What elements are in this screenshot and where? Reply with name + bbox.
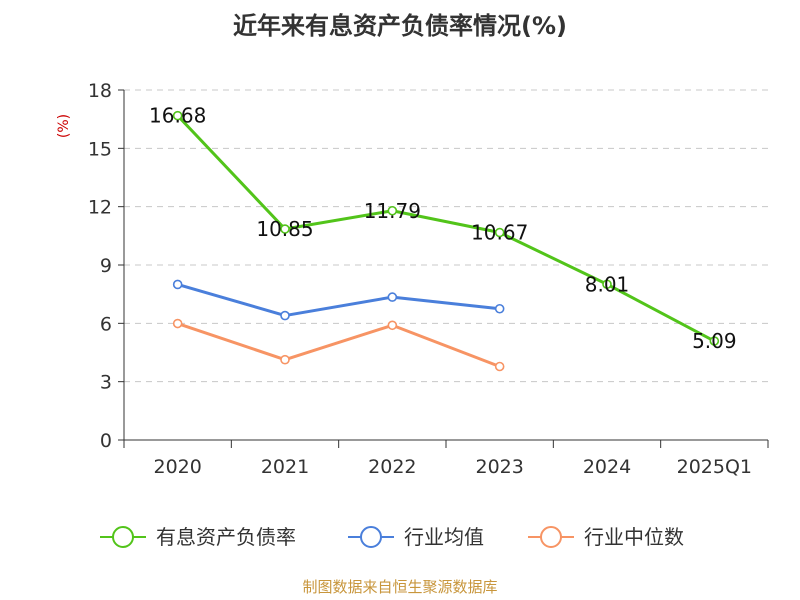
series-line xyxy=(177,283,500,318)
data-point xyxy=(280,310,290,321)
data-label: 10.67 xyxy=(471,221,528,245)
legend-swatch-marker xyxy=(360,526,382,548)
y-tick-label: 0 xyxy=(100,430,112,452)
legend-label: 有息资产负债率 xyxy=(156,525,296,549)
data-label: 16.68 xyxy=(149,104,206,128)
x-tick-label: 2023 xyxy=(475,456,523,478)
data-point xyxy=(280,354,290,365)
data-label: 11.79 xyxy=(364,199,421,223)
y-axis-unit-label: (%) xyxy=(56,114,72,138)
y-tick-label: 15 xyxy=(88,138,112,160)
series-line xyxy=(176,114,716,343)
axes: 0 3 6 9 12 15 18 2020 2021 2022 2023 2024 2025Q1 xyxy=(88,80,769,478)
data-point xyxy=(602,279,612,290)
data-label: 8.01 xyxy=(585,272,630,296)
data-point xyxy=(494,361,505,372)
source-note: 制图数据来自恒生聚源数据库 xyxy=(302,578,497,596)
series-lines xyxy=(172,110,720,372)
y-tick-label: 18 xyxy=(88,80,112,102)
data-point xyxy=(280,224,290,234)
x-tick-label: 2024 xyxy=(583,456,631,478)
legend-swatch-marker xyxy=(540,526,562,548)
series-line xyxy=(177,322,501,368)
legend-swatch-marker xyxy=(112,526,134,548)
y-tick-label: 6 xyxy=(100,313,112,335)
y-tick-label: 9 xyxy=(100,255,112,277)
y-tick-label: 3 xyxy=(100,372,112,394)
x-tick-label: 2021 xyxy=(261,456,309,478)
gridlines xyxy=(124,89,768,383)
data-point xyxy=(709,336,720,346)
legend: 有息资产负债率 行业均值 行业中位数 xyxy=(100,525,684,549)
data-point xyxy=(387,292,398,302)
x-tick-label: 2020 xyxy=(153,456,201,478)
x-tick-label: 2022 xyxy=(368,456,416,478)
data-point xyxy=(387,205,398,216)
chart-title: 近年来有息资产负债率情况(%) xyxy=(233,12,567,40)
data-point xyxy=(172,318,183,329)
data-point xyxy=(494,227,505,238)
data-label: 10.85 xyxy=(256,217,313,241)
y-tick-label: 12 xyxy=(88,197,112,219)
legend-label: 行业中位数 xyxy=(584,525,684,549)
data-point xyxy=(172,110,183,121)
data-point xyxy=(172,279,183,290)
legend-label: 行业均值 xyxy=(404,525,484,549)
x-tick-label: 2025Q1 xyxy=(677,456,752,478)
data-point xyxy=(494,303,505,314)
data-label: 5.09 xyxy=(692,329,737,353)
data-point xyxy=(387,320,398,331)
data-labels: 16.68 10.85 11.79 10.67 8.01 5.09 xyxy=(149,104,737,353)
